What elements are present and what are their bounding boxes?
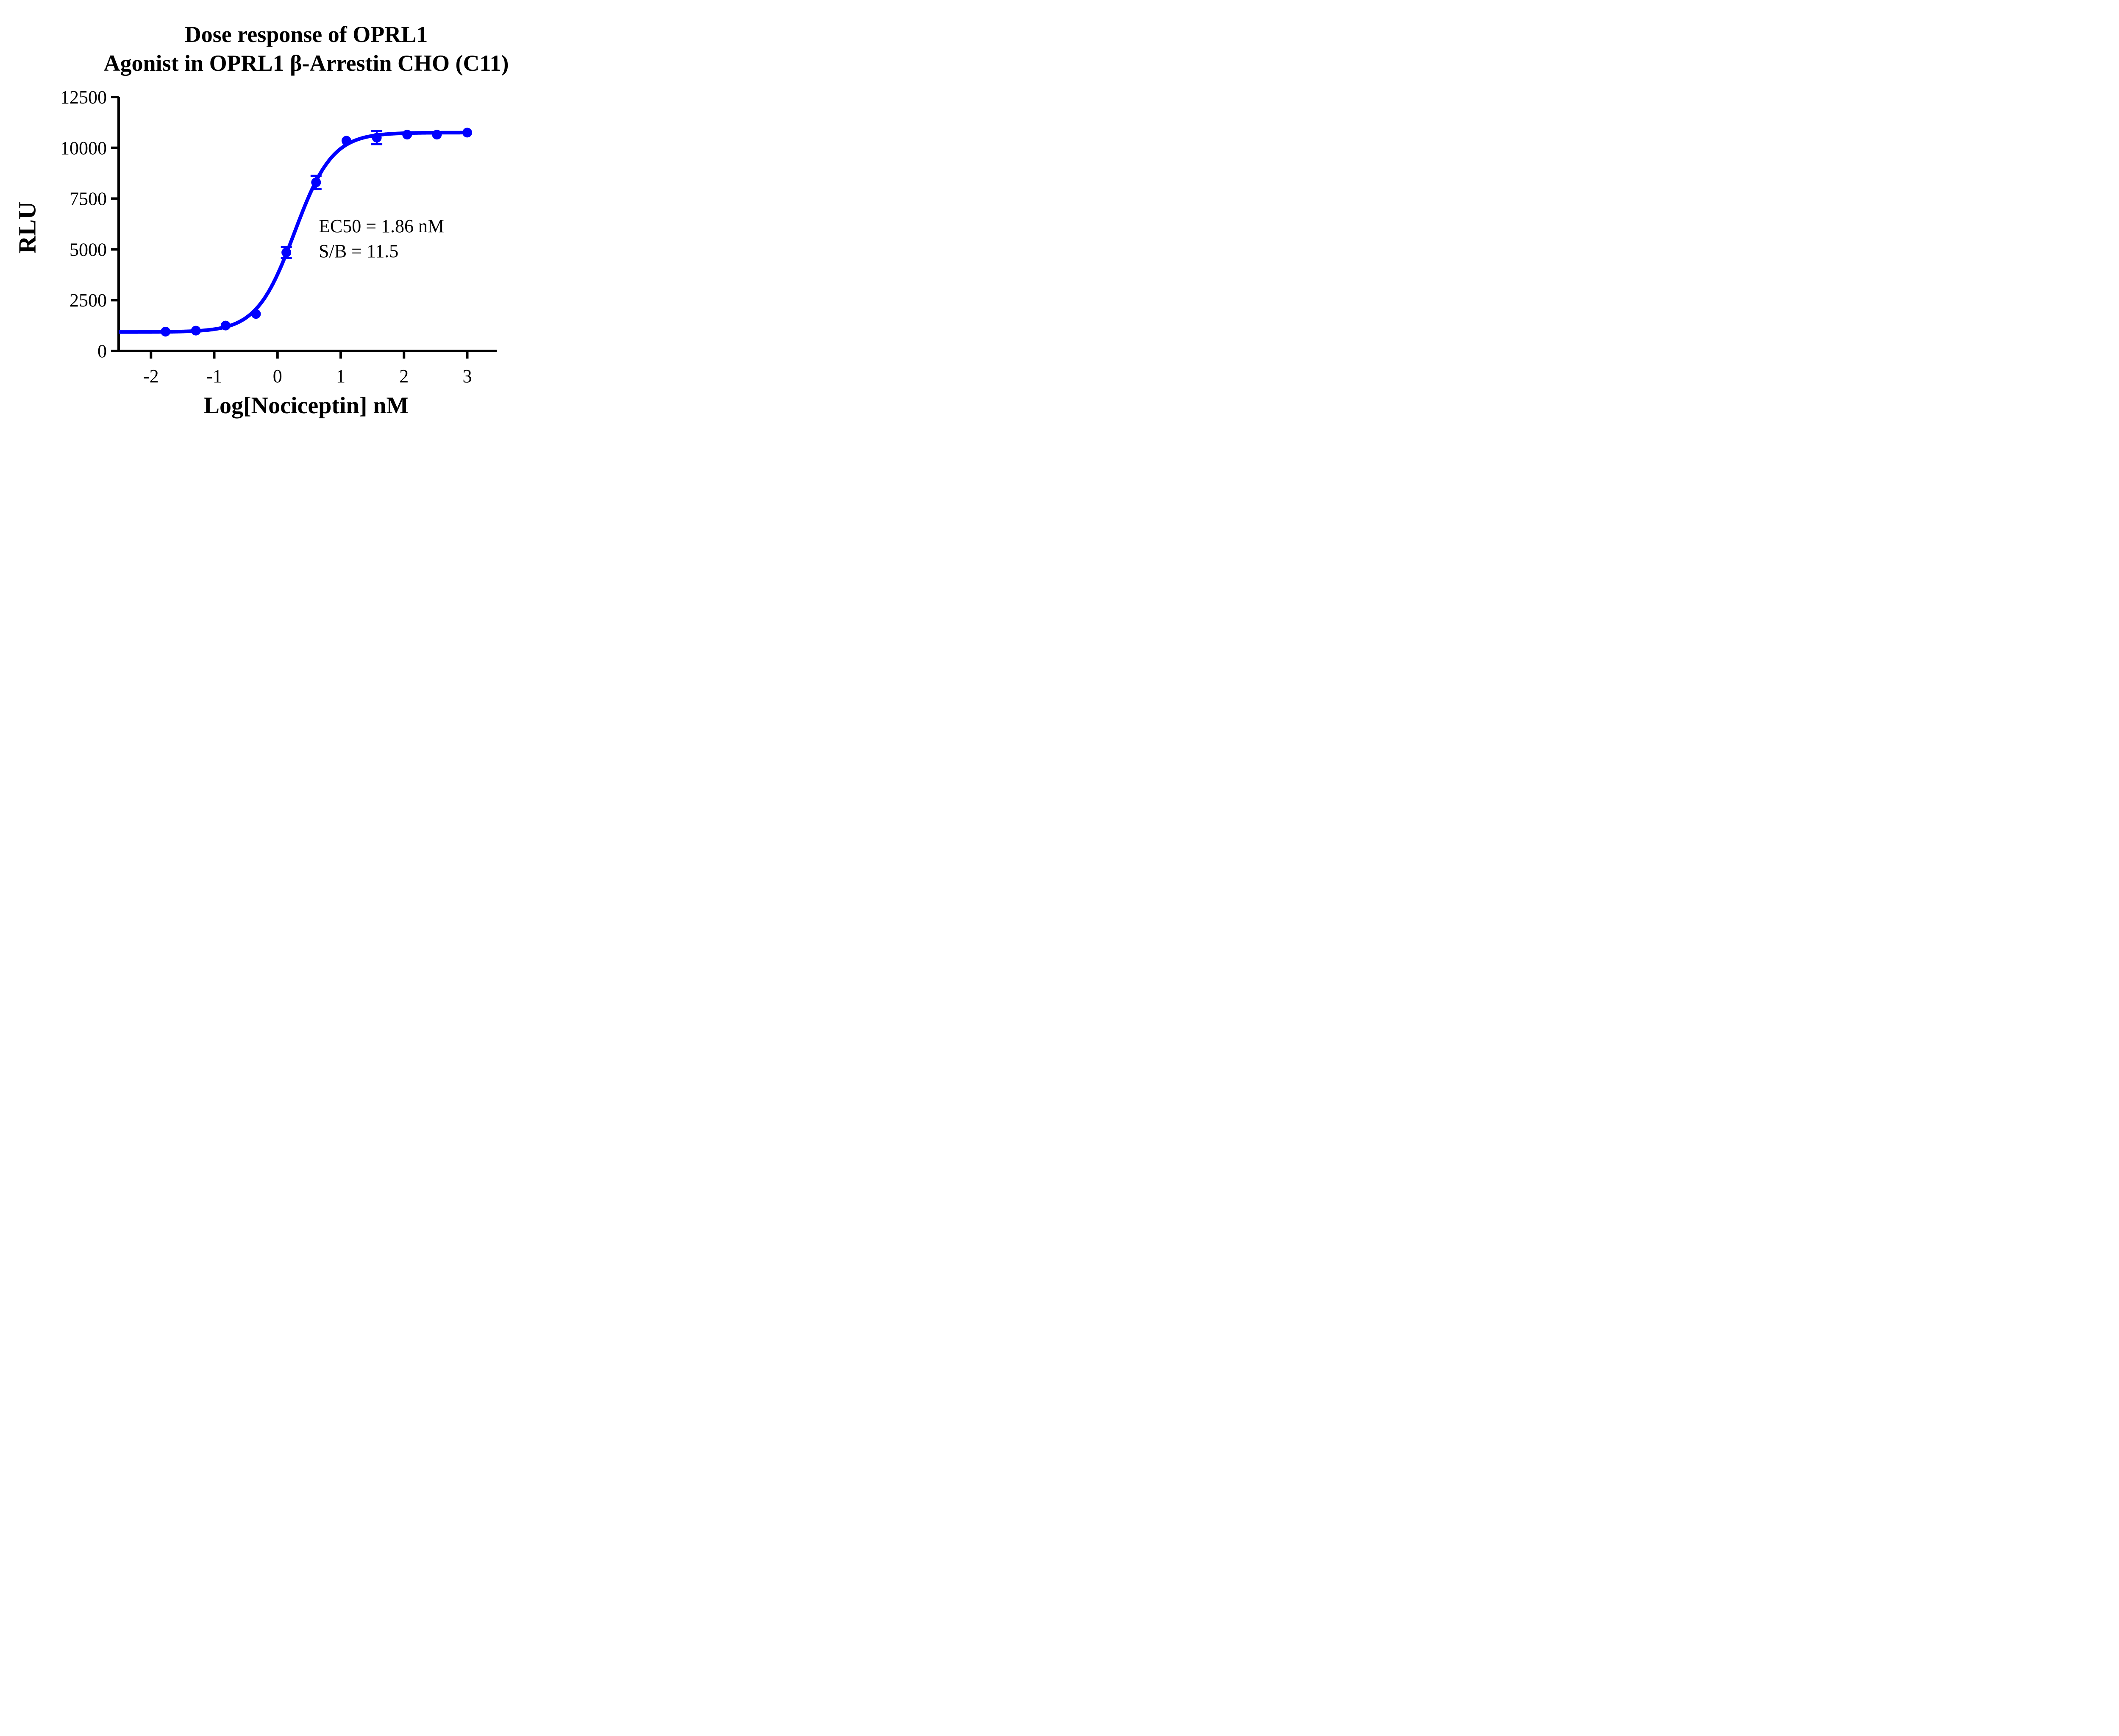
data-point <box>432 130 442 140</box>
annotation-ec50: EC50 = 1.86 nM <box>319 216 445 236</box>
y-tick-label: 5000 <box>70 239 107 260</box>
y-tick-label: 12500 <box>60 87 107 108</box>
data-point <box>281 248 292 258</box>
chart-title-line1: Dose response of OPRL1 <box>184 22 428 47</box>
data-point <box>191 326 201 336</box>
x-axis-title: Log[Nociceptin] nM <box>203 392 409 419</box>
annotation-sb: S/B = 11.5 <box>319 241 399 262</box>
x-tick-label: -1 <box>206 366 222 387</box>
plot-area: 0 2500 5000 7500 10000 12500 -2 -1 0 1 2 3 <box>60 87 497 387</box>
x-tick-label: 2 <box>399 366 409 387</box>
data-point <box>251 309 261 319</box>
data-point <box>462 128 472 138</box>
data-point <box>161 326 171 337</box>
data-point <box>220 320 231 331</box>
data-point <box>341 136 351 146</box>
x-tick-label: 0 <box>273 366 282 387</box>
chart-title: Dose response of OPRL1 Agonist in OPRL1 … <box>58 20 554 78</box>
data-point <box>402 130 412 140</box>
y-tick-label: 10000 <box>60 138 107 159</box>
y-tick-label: 0 <box>97 341 107 362</box>
data-point <box>372 133 382 143</box>
x-tick-label: -2 <box>143 366 159 387</box>
chart-title-line2: Agonist in OPRL1 β-Arrestin CHO (C11) <box>103 50 509 76</box>
data-point <box>311 177 321 187</box>
y-tick-label: 2500 <box>70 290 107 311</box>
chart-page: { "title": { "line1": "Dose response of … <box>0 0 554 434</box>
x-tick-label: 1 <box>336 366 345 387</box>
y-tick-label: 7500 <box>70 189 107 209</box>
x-tick-label: 3 <box>463 366 472 387</box>
